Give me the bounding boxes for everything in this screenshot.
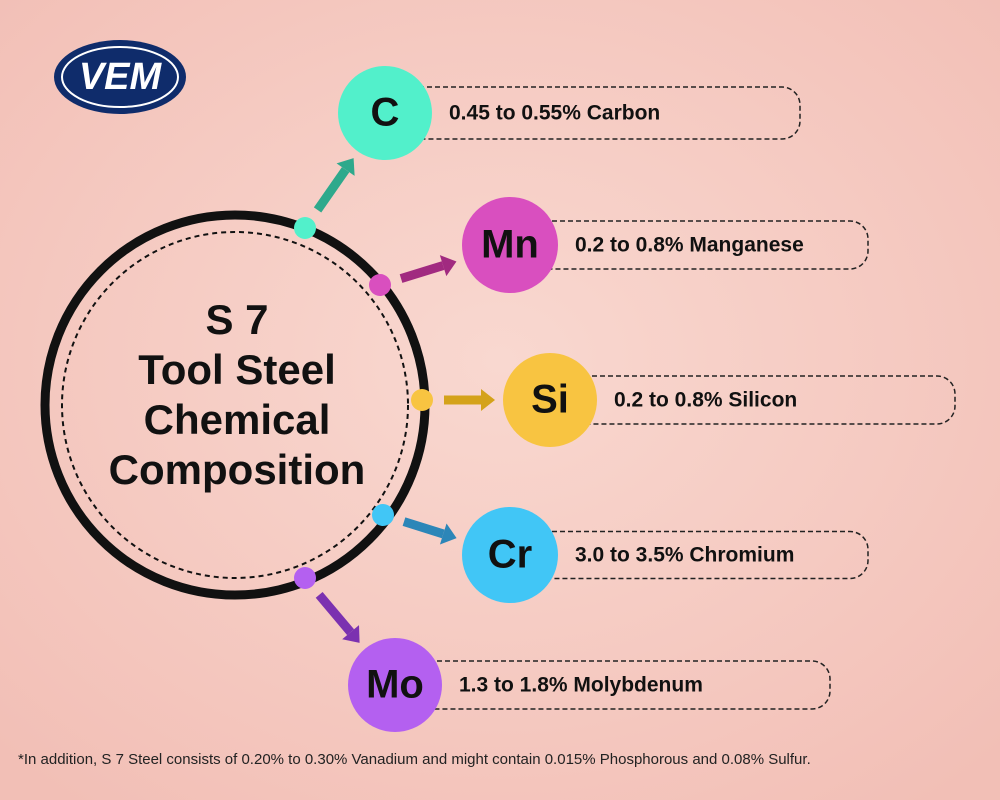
element-label: 3.0 to 3.5% Chromium xyxy=(575,544,794,567)
element-circle xyxy=(462,507,558,603)
element-label: 0.2 to 0.8% Silicon xyxy=(614,389,797,412)
arrow-head xyxy=(481,389,495,411)
title-line: Chemical xyxy=(144,396,331,443)
footnote: *In addition, S 7 Steel consists of 0.20… xyxy=(18,751,811,768)
logo-text: VEM xyxy=(79,56,163,98)
ring-dot xyxy=(294,567,316,589)
ring-dot xyxy=(369,274,391,296)
element-symbol: Cr xyxy=(488,533,532,577)
element-symbol: Mn xyxy=(481,223,539,267)
arrow-head xyxy=(439,523,457,545)
element-label: 0.45 to 0.55% Carbon xyxy=(449,102,660,125)
title-line: Composition xyxy=(109,446,366,493)
element-label: 0.2 to 0.8% Manganese xyxy=(575,234,804,257)
element-circle xyxy=(462,197,558,293)
arrow-shaft xyxy=(313,167,350,213)
ring-dot xyxy=(372,504,394,526)
elements: C 0.45 to 0.55% Carbon Mn 0.2 to 0.8% Manga… xyxy=(294,66,956,732)
title-line: S 7 xyxy=(205,296,268,343)
inner-ring xyxy=(61,231,409,579)
logo-ring xyxy=(61,46,179,108)
element-circle xyxy=(348,638,442,732)
ring-dot xyxy=(294,217,316,239)
arrow-head xyxy=(439,255,457,277)
arrow-head xyxy=(336,158,355,176)
arrow-shaft xyxy=(315,591,355,636)
ring-dot xyxy=(411,389,433,411)
element-symbol: C xyxy=(371,91,400,135)
title-line: Tool Steel xyxy=(138,346,336,393)
arrow-shaft xyxy=(402,517,445,539)
element-circle xyxy=(503,353,597,447)
arrow-head xyxy=(342,625,360,643)
element-symbol: Mo xyxy=(366,663,424,707)
logo-badge xyxy=(54,40,186,114)
element-symbol: Si xyxy=(531,378,569,422)
element-label: 1.3 to 1.8% Molybdenum xyxy=(459,674,703,697)
element-circle xyxy=(338,66,432,160)
arrow-shaft xyxy=(399,261,445,283)
